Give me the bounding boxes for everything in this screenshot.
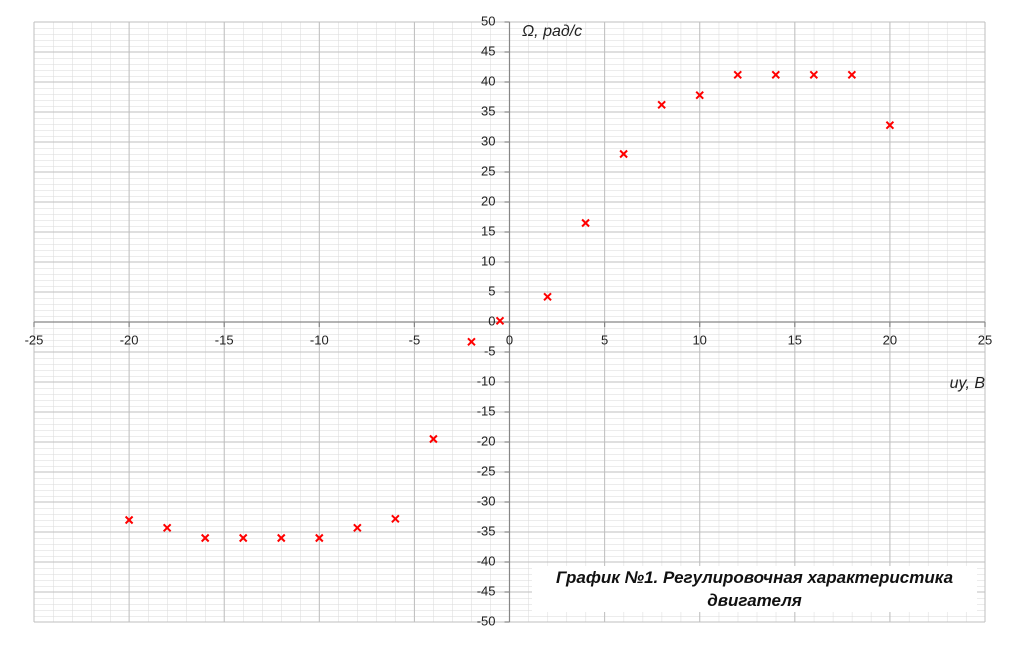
x-tick-label: 25 [978,332,992,347]
y-tick-label: -45 [477,583,496,598]
point [543,292,552,302]
point [809,70,819,80]
y-tick-label: -50 [477,613,496,628]
point [429,434,438,444]
y-tick-label: -40 [477,553,496,568]
y-tick-label: 40 [481,73,495,88]
x-tick-label: -5 [409,332,421,347]
y-tick-label: 15 [481,223,495,238]
y-tick-label: 25 [481,163,495,178]
x-axis-title: uу, В [950,375,986,392]
y-tick-label: -10 [477,373,496,388]
point [467,337,476,347]
point [695,90,704,100]
y-tick-label: 30 [481,133,495,148]
x-tick-label: 10 [692,332,706,347]
chart-title: График №1. Регулировочная характеристика… [532,566,977,612]
y-tick-label: -15 [477,403,496,418]
point [239,533,248,543]
x-tick-label: 0 [506,332,513,347]
y-tick-label: 45 [481,43,495,58]
x-tick-label: -25 [25,332,44,347]
y-tick-label: 50 [481,13,495,28]
y-tick-label: 35 [481,103,495,118]
y-tick-label: -25 [477,463,496,478]
point [162,523,172,533]
point [581,218,590,228]
point [885,120,895,130]
x-tick-label: -20 [120,332,139,347]
point [353,523,362,533]
y-tick-label: -30 [477,493,496,508]
x-tick-label: -10 [310,332,329,347]
y-axis-title: Ω, рад/с [522,23,582,40]
point [657,100,666,110]
point [847,70,857,80]
point [391,514,400,524]
point [277,533,286,543]
y-tick-label: -35 [477,523,496,538]
y-tick-label: -5 [484,343,496,358]
point [495,316,505,326]
x-tick-label: 20 [883,332,897,347]
y-tick-label: 20 [481,193,495,208]
point [124,515,134,525]
x-tick-label: -15 [215,332,234,347]
point [771,70,780,80]
point [733,70,742,80]
point [315,533,324,543]
y-tick-label: 0 [488,313,495,328]
point [200,533,210,543]
y-tick-label: -20 [477,433,496,448]
x-tick-label: 15 [788,332,802,347]
point [619,149,628,159]
x-tick-label: 5 [601,332,608,347]
y-tick-label: 5 [488,283,495,298]
y-tick-label: 10 [481,253,495,268]
